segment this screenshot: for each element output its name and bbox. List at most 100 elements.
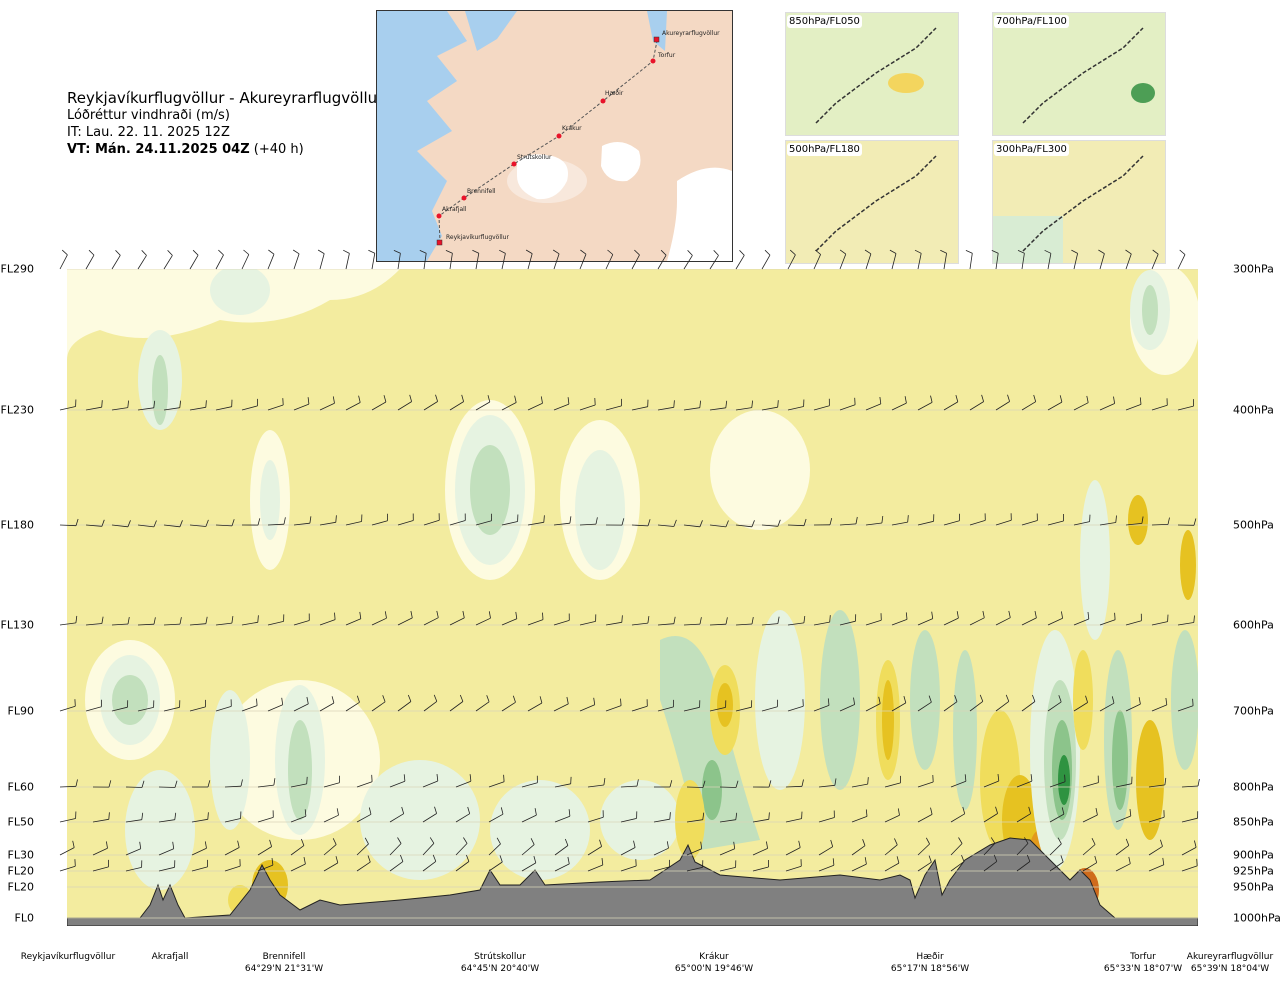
wind-barb-flag — [839, 249, 847, 255]
wind-barb-flag — [607, 249, 614, 255]
brennifell-marker — [461, 195, 467, 201]
wind-barb-flag — [153, 617, 156, 625]
wind-barb-flag — [467, 806, 471, 814]
wind-barb-shaft — [735, 623, 753, 626]
wind-barb-shaft — [969, 520, 986, 526]
wind-barb-flag — [768, 780, 772, 788]
wind-barb-shaft — [653, 866, 670, 872]
wind-barb-shaft — [389, 861, 404, 872]
wind-barb-shaft — [293, 522, 310, 526]
wind-barb-shaft — [215, 524, 233, 527]
wind-barb-shaft — [422, 861, 437, 872]
wind-barb-shaft — [1115, 783, 1132, 788]
wind-barb-shaft — [587, 864, 603, 872]
wind-barb-shaft — [319, 619, 336, 626]
hpa-label: 1000hPa — [1233, 911, 1280, 925]
wind-barb-shaft — [189, 254, 199, 270]
route-map-svg: Akureyrarflugvöllur Torfur Hæðir Krákur … — [377, 11, 732, 261]
wind-barb-flag — [832, 858, 835, 866]
wind-barb-shaft — [163, 524, 180, 528]
wind-barb-shaft — [735, 706, 752, 712]
terrain-profile — [67, 837, 1198, 926]
wind-barb-flag — [393, 250, 401, 254]
wind-barb-flag — [768, 812, 770, 820]
map-label-strutskollur: Strútskollur — [517, 154, 552, 161]
wind-barb-shaft — [1099, 702, 1115, 712]
wind-barb-shaft — [865, 619, 882, 626]
fl-label: FL290 — [0, 262, 34, 276]
wind-barb-shaft — [917, 618, 933, 626]
downdraft-light — [1073, 650, 1093, 750]
wind-barb-flag — [332, 396, 335, 404]
wind-barb-shaft — [657, 623, 674, 626]
wind-barb-shaft — [884, 814, 900, 823]
wind-barb-flag — [367, 855, 371, 863]
wind-barb-shaft — [839, 404, 856, 411]
chart-title-block: Reykjavíkurflugvöllur - Akureyrarflugvöl… — [67, 90, 383, 158]
route-line — [438, 40, 658, 244]
wind-barb-shaft — [983, 813, 998, 823]
wind-barb-shaft — [1151, 404, 1168, 411]
wind-barb-shaft — [521, 782, 538, 788]
wind-barb-shaft — [137, 255, 147, 270]
wind-barb-shaft — [1047, 701, 1062, 712]
wind-barb-shaft — [995, 401, 1010, 411]
valid-time-offset: (+40 h) — [249, 142, 304, 157]
wind-barb-shaft — [752, 818, 769, 823]
wind-barb-shaft — [521, 844, 535, 856]
wind-barb-flag — [410, 610, 413, 618]
map-label-reykjavik: Reykjavíkurflugvöllur — [446, 234, 509, 241]
inset-shading — [1131, 83, 1155, 103]
krakur-marker — [556, 133, 562, 139]
wind-barb-shaft — [891, 253, 897, 270]
wind-barb-shaft — [423, 519, 440, 526]
wind-barb-shaft — [241, 621, 258, 626]
wind-barb-shaft — [950, 843, 963, 856]
inset-500hpa: 500hPa/FL180 — [785, 140, 959, 264]
wind-barb-flag — [269, 839, 272, 847]
downdraft-mid — [717, 683, 733, 727]
wind-barb-flag — [981, 394, 984, 402]
x-location-coords: 65°33'N 18°07'W — [1103, 964, 1183, 974]
wind-barb-flag — [174, 780, 178, 788]
wind-barb-shaft — [917, 520, 934, 526]
wind-barb-flag — [751, 617, 754, 625]
fl-label: FL30 — [7, 848, 34, 862]
wind-barb-shaft — [709, 707, 726, 712]
wind-barb-flag — [1152, 249, 1159, 255]
wind-barb-shaft — [1125, 253, 1132, 270]
wind-barb-flag — [205, 519, 209, 527]
wind-barb-flag — [231, 519, 235, 527]
wind-barb-flag — [1164, 777, 1167, 785]
wind-barb-flag — [660, 249, 667, 256]
wind-barb-shaft — [787, 622, 804, 626]
inset-500hpa-label: 500hPa/FL180 — [787, 143, 862, 156]
updraft-mid — [1171, 630, 1198, 770]
wind-barb-shaft — [605, 621, 622, 626]
hpa-label: 700hPa — [1233, 704, 1274, 718]
x-location-label: Strútskollur 64°45'N 20°40'W — [461, 951, 539, 975]
wind-barb-shaft — [59, 622, 76, 626]
wind-barb-flag — [878, 696, 881, 704]
wind-barb-shaft — [787, 406, 804, 411]
wind-barb-shaft — [785, 847, 801, 856]
inset-300hpa-svg — [993, 141, 1165, 263]
wind-barb-flag — [1095, 808, 1098, 816]
wind-barb-shaft — [397, 617, 413, 626]
updraft-mid — [112, 675, 148, 725]
sea-fjord — [465, 11, 517, 51]
wind-barb-shaft — [709, 407, 726, 411]
wind-barb-flag — [699, 520, 703, 527]
wind-barb-shaft — [191, 847, 207, 856]
wind-barb-flag — [331, 696, 335, 704]
wind-barb-shaft — [111, 706, 128, 712]
inset-300hpa: 300hPa/FL300 — [992, 140, 1166, 264]
hpa-label: 400hPa — [1233, 403, 1274, 417]
wind-barb-flag — [514, 395, 517, 403]
wind-barb-shaft — [423, 401, 438, 411]
wind-barb-shaft — [605, 705, 622, 712]
wind-barb-flag — [364, 837, 369, 845]
wind-barb-flag — [429, 837, 435, 844]
wind-barb-shaft — [1099, 619, 1116, 626]
wind-barb-shaft — [1115, 845, 1130, 856]
